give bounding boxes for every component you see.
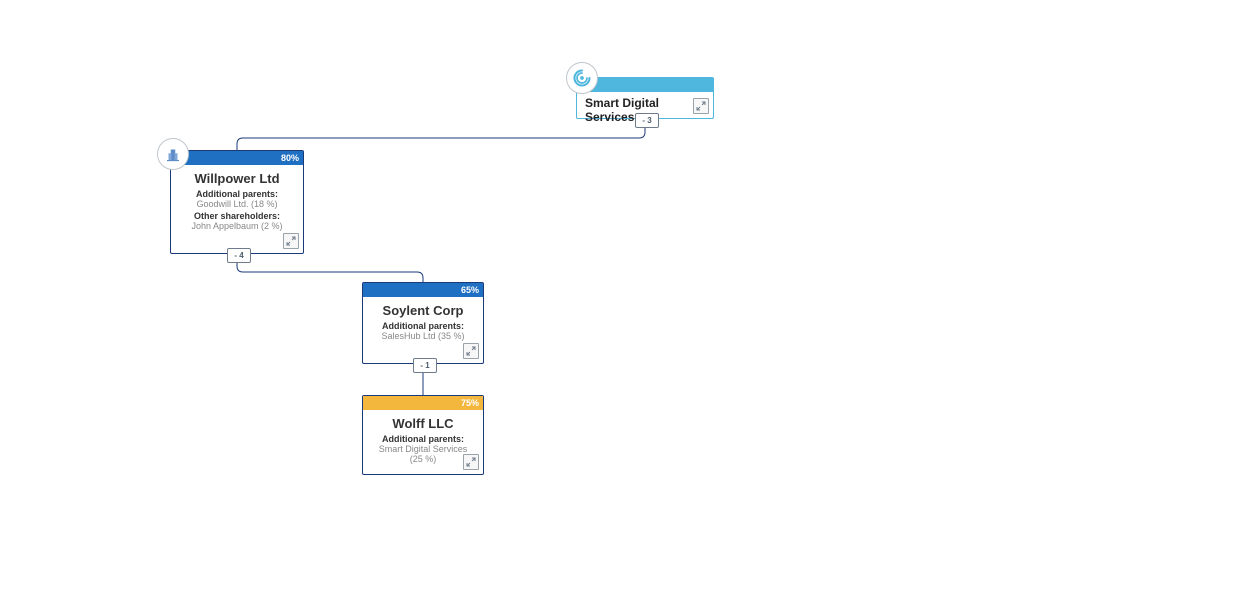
swirl-icon	[572, 68, 592, 88]
section-label: Additional parents:	[179, 189, 295, 199]
node-title: Soylent Corp	[371, 303, 475, 318]
root-logo-badge	[566, 62, 598, 94]
building-icon	[164, 145, 182, 163]
node-header: 75%	[363, 396, 483, 410]
node-header: 65%	[363, 283, 483, 297]
ownership-percent: 65%	[461, 283, 479, 297]
node-body: Willpower Ltd Additional parents: Goodwi…	[171, 165, 303, 239]
section-label: Additional parents:	[371, 321, 475, 331]
edge-willpower-to-soylent	[237, 254, 423, 282]
node-willpower-ltd[interactable]: 80% Willpower Ltd Additional parents: Go…	[170, 150, 304, 254]
node-header: 80%	[171, 151, 303, 165]
section-label: Additional parents:	[371, 434, 475, 444]
edge-badge-willpower[interactable]: - 4	[227, 248, 251, 263]
ownership-percent: 75%	[461, 396, 479, 410]
section-value: Goodwill Ltd. (18 %)	[179, 199, 295, 209]
node-soylent-corp[interactable]: 65% Soylent Corp Additional parents: Sal…	[362, 282, 484, 364]
section-value: John Appelbaum (2 %)	[179, 221, 295, 231]
section-label: Other shareholders:	[179, 211, 295, 221]
node-body: Soylent Corp Additional parents: SalesHu…	[363, 297, 483, 349]
section-value: SalesHub Ltd (35 %)	[371, 331, 475, 341]
expand-icon[interactable]	[283, 233, 299, 249]
node-wolff-llc[interactable]: 75% Wolff LLC Additional parents: Smart …	[362, 395, 484, 475]
section-value: Smart Digital Services (25 %)	[371, 444, 475, 464]
node-title: Willpower Ltd	[179, 171, 295, 186]
willpower-logo-badge	[157, 138, 189, 170]
edge-badge-root[interactable]: - 3	[635, 113, 659, 128]
expand-icon[interactable]	[463, 343, 479, 359]
node-title: Wolff LLC	[371, 416, 475, 431]
expand-icon[interactable]	[693, 98, 709, 114]
expand-icon[interactable]	[463, 454, 479, 470]
edge-badge-soylent[interactable]: - 1	[413, 358, 437, 373]
ownership-percent: 80%	[281, 151, 299, 165]
